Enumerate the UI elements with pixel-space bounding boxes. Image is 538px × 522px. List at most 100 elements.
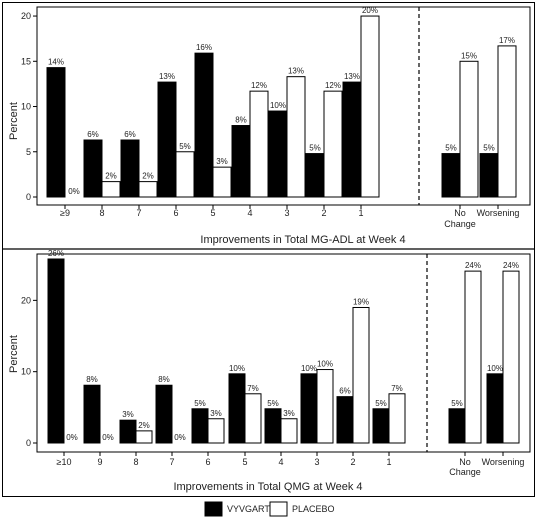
bar-vyvgart — [120, 139, 140, 198]
legend-label-placebo: PLACEBO — [292, 504, 335, 514]
x-tick-label: Change — [444, 219, 476, 229]
value-label-vyvgart: 8% — [86, 375, 98, 384]
bar-placebo — [316, 369, 334, 444]
value-label-vyvgart: 6% — [87, 130, 99, 139]
bar-vyvgart — [305, 153, 325, 198]
x-tick-label: ≥9 — [60, 208, 70, 218]
panel-qmg-y-axis-title: Percent — [8, 335, 20, 373]
y-tick-label: 0 — [26, 438, 31, 448]
value-label-vyvgart: 16% — [196, 43, 212, 52]
panel-mg-adl-value-labels: 14%0%6%2%6%2%13%5%16%3%8%12%10%13%5%12%1… — [48, 6, 515, 196]
bar-placebo — [360, 15, 380, 198]
bar-vyvgart — [336, 396, 354, 444]
y-tick-label: 20 — [21, 11, 31, 21]
value-label-vyvgart: 10% — [229, 364, 245, 373]
value-label-vyvgart: 3% — [122, 410, 134, 419]
panel-qmg-x-axis-title: Improvements in Total QMG at Week 4 — [173, 481, 362, 493]
value-label-vyvgart: 5% — [267, 399, 279, 408]
bar-placebo — [207, 418, 225, 444]
x-tick-label: 2 — [321, 208, 326, 218]
bar-placebo — [502, 270, 520, 444]
bar-vyvgart — [441, 153, 461, 198]
bar-placebo — [497, 45, 517, 198]
bar-vyvgart — [264, 408, 282, 444]
value-label-vyvgart: 8% — [158, 375, 170, 384]
x-tick-label: 7 — [136, 208, 141, 218]
value-label-placebo: 3% — [283, 409, 295, 418]
panel-mg-adl-y-axis-title: Percent — [8, 102, 20, 140]
bar-vyvgart — [83, 384, 101, 444]
value-label-placebo: 0% — [68, 187, 80, 196]
x-tick-label: 2 — [350, 457, 355, 467]
bar-placebo — [101, 181, 121, 198]
y-tick-label: 5 — [26, 147, 31, 157]
x-tick-label: 4 — [247, 208, 252, 218]
x-tick-label: No — [454, 208, 466, 218]
bar-placebo — [175, 151, 195, 198]
bar-vyvgart — [372, 408, 390, 444]
x-tick-label: 7 — [169, 457, 174, 467]
value-label-placebo: 7% — [391, 384, 403, 393]
value-label-vyvgart: 5% — [445, 144, 457, 153]
bar-vyvgart — [191, 408, 209, 444]
x-tick-label: 6 — [173, 208, 178, 218]
bar-placebo — [388, 393, 406, 444]
value-label-placebo: 13% — [288, 67, 304, 76]
value-label-placebo: 24% — [503, 261, 519, 270]
value-label-vyvgart: 5% — [451, 399, 463, 408]
bar-vyvgart — [300, 373, 318, 444]
value-label-placebo: 0% — [102, 433, 114, 442]
bar-vyvgart — [231, 125, 251, 198]
y-tick-label: 0 — [26, 192, 31, 202]
x-tick-label: 8 — [133, 457, 138, 467]
legend-swatch-vyvgart — [204, 501, 223, 517]
value-label-vyvgart: 26% — [48, 249, 64, 258]
plot-area-qmg — [36, 253, 531, 453]
value-label-vyvgart: 10% — [270, 101, 286, 110]
bar-vyvgart — [119, 419, 137, 444]
value-label-vyvgart: 5% — [375, 399, 387, 408]
value-label-vyvgart: 10% — [301, 364, 317, 373]
value-label-placebo: 15% — [461, 51, 477, 60]
bar-placebo — [286, 76, 306, 198]
value-label-placebo: 2% — [138, 421, 150, 430]
x-tick-label: 5 — [210, 208, 215, 218]
y-tick-label: 15 — [21, 56, 31, 66]
value-label-vyvgart: 5% — [309, 144, 321, 153]
x-tick-label: 6 — [205, 457, 210, 467]
x-tick-label: No — [459, 457, 471, 467]
value-label-placebo: 5% — [179, 142, 191, 151]
value-label-placebo: 17% — [499, 36, 515, 45]
x-tick-label: 3 — [284, 208, 289, 218]
x-tick-label: 8 — [99, 208, 104, 218]
bar-vyvgart — [46, 67, 66, 198]
value-label-placebo: 19% — [353, 297, 369, 306]
value-label-placebo: 0% — [174, 433, 186, 442]
bar-vyvgart — [486, 373, 504, 444]
bar-vyvgart — [479, 153, 499, 198]
bar-placebo — [138, 181, 158, 198]
panel-qmg-value-labels: 26%0%8%0%3%2%8%0%5%3%10%7%5%3%10% 10%6%19… — [48, 249, 519, 442]
y-tick-label: 10 — [21, 102, 31, 112]
value-label-placebo: 12% — [251, 81, 267, 90]
bar-vyvgart — [155, 384, 173, 444]
x-tick-label: 4 — [278, 457, 283, 467]
value-label-placebo: 24% — [465, 261, 481, 270]
value-label-vyvgart: 6% — [124, 130, 136, 139]
bar-placebo — [464, 270, 482, 444]
value-label-placebo: 2% — [105, 172, 117, 181]
y-tick-label: 20 — [21, 295, 31, 305]
value-label-placebo: 10% — [317, 360, 333, 369]
x-tick-label: Worsening — [477, 208, 520, 218]
value-label-placebo: 2% — [142, 172, 154, 181]
panel-mg-adl-bars — [46, 15, 517, 198]
value-label-vyvgart: 8% — [235, 116, 247, 125]
bar-placebo — [352, 306, 370, 444]
value-label-vyvgart: 5% — [483, 144, 495, 153]
value-label-vyvgart: 10% — [487, 364, 503, 373]
bar-vyvgart — [342, 81, 362, 198]
